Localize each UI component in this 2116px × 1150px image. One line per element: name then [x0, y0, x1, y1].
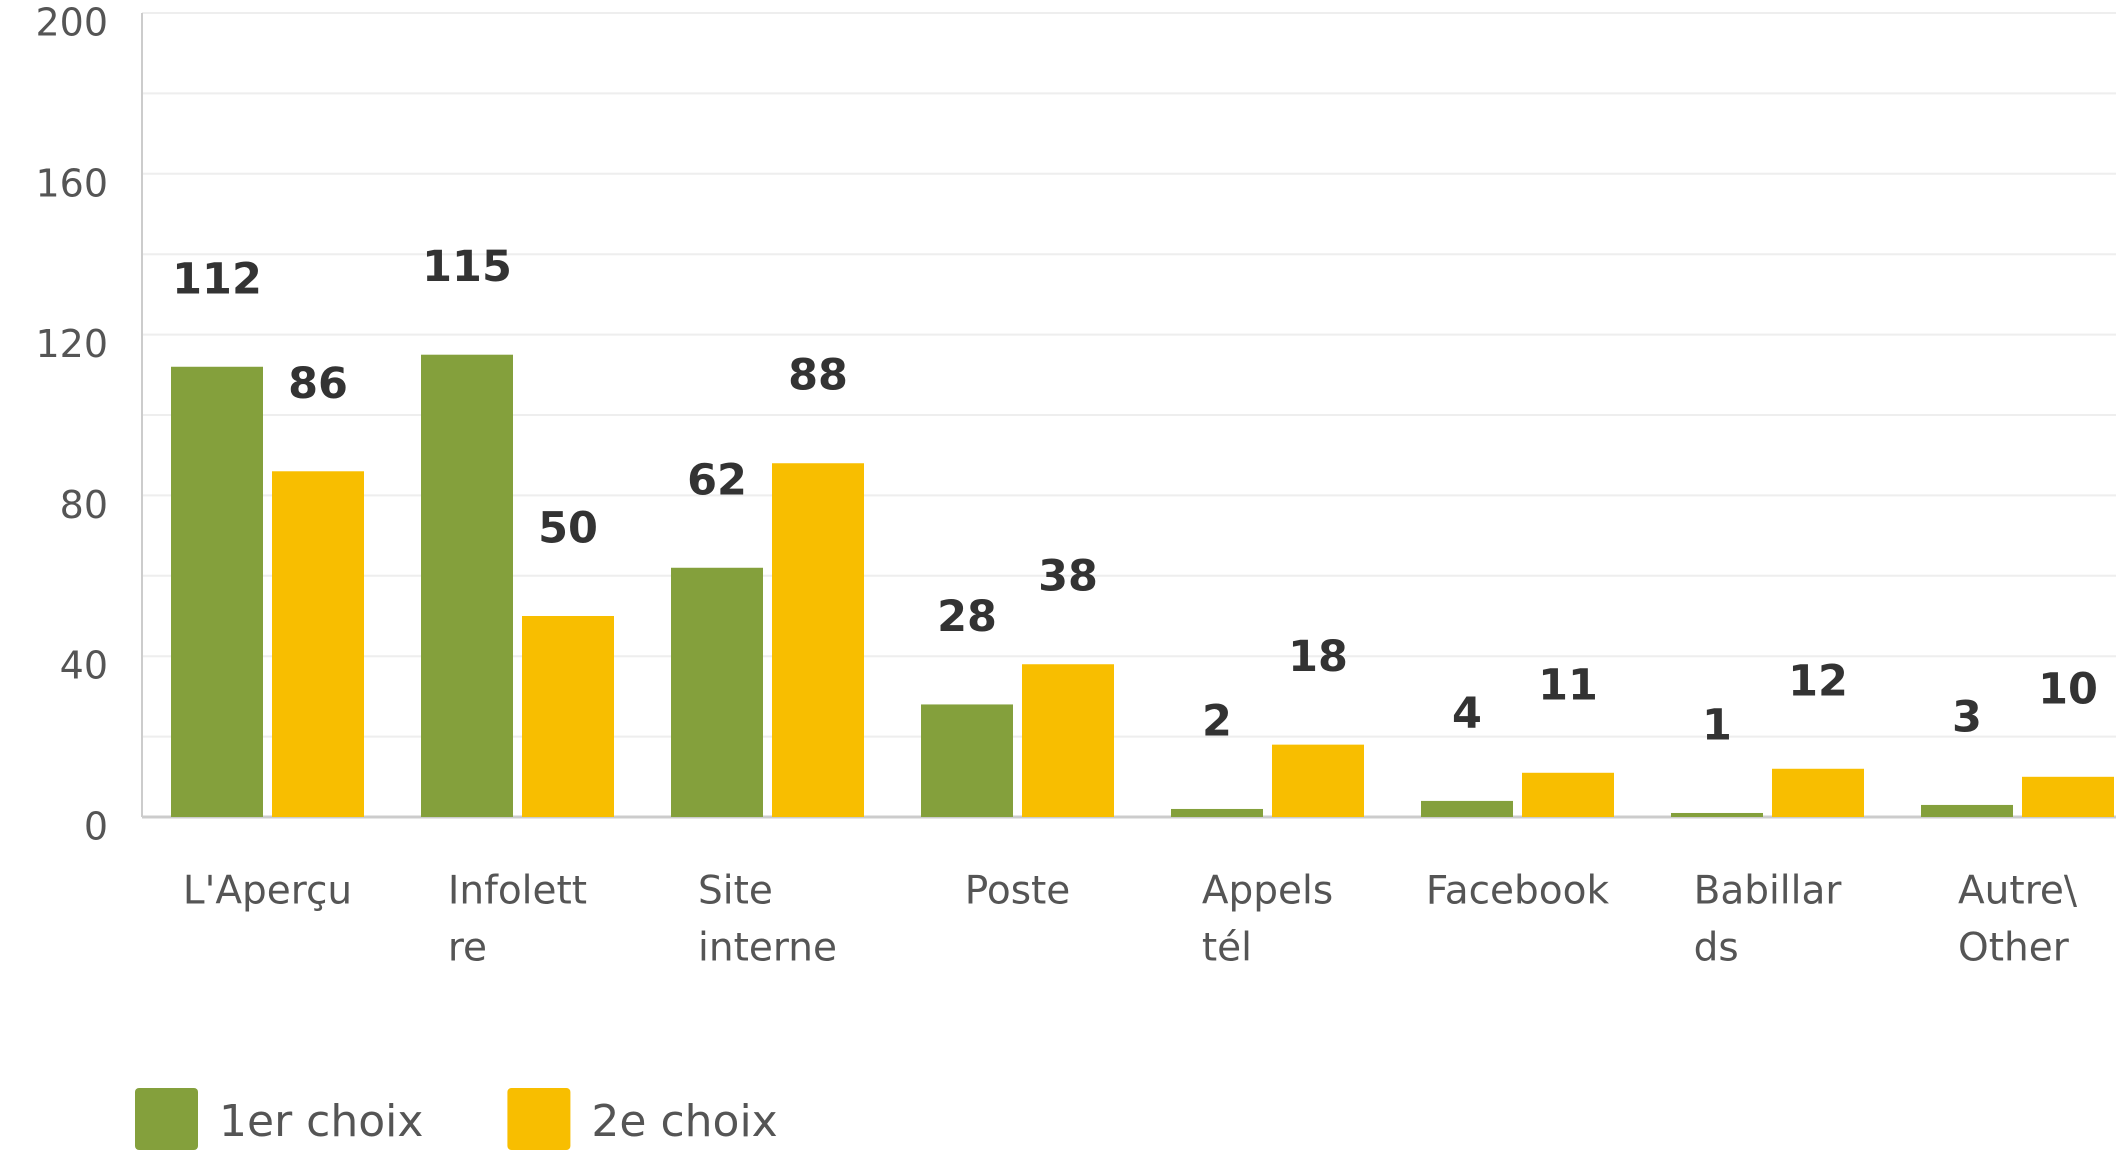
legend-label: 1er choix	[219, 1096, 423, 1147]
bar	[1522, 772, 1614, 817]
bar	[671, 567, 763, 817]
x-tick-label: Autre\	[1958, 869, 2078, 914]
bar	[921, 704, 1013, 817]
x-tick-label: Babillar	[1694, 869, 1843, 914]
value-label: 50	[538, 504, 598, 554]
bar	[171, 366, 263, 817]
value-label: 86	[288, 359, 348, 409]
value-label: 38	[1038, 552, 1098, 602]
y-tick-label: 200	[35, 1, 108, 45]
bar	[1272, 744, 1364, 817]
bar	[772, 463, 864, 817]
x-tick-label: Site	[698, 869, 773, 914]
y-tick-label: 160	[35, 161, 108, 205]
bar	[1171, 808, 1263, 817]
bar	[272, 471, 364, 817]
value-label: 12	[1788, 656, 1848, 706]
value-label: 11	[1538, 660, 1598, 710]
x-tick-label: Poste	[965, 869, 1071, 914]
x-tick-label: re	[448, 926, 487, 971]
bar	[1421, 800, 1513, 817]
value-label: 115	[422, 242, 512, 292]
y-tick-label: 80	[60, 483, 108, 527]
x-tick-label: Appels	[1202, 869, 1333, 914]
x-tick-label: Facebook	[1426, 869, 1610, 914]
legend-swatch	[135, 1088, 198, 1150]
value-label: 88	[788, 351, 848, 401]
x-tick-label: Infolett	[448, 869, 587, 914]
x-tick-label: L'Aperçu	[183, 869, 352, 914]
x-tick-label: ds	[1694, 926, 1739, 971]
bar	[1772, 768, 1864, 817]
legend-swatch	[507, 1088, 571, 1150]
value-label: 62	[687, 455, 747, 505]
value-label: 4	[1452, 688, 1482, 738]
value-label: 28	[937, 592, 997, 642]
x-tick-label: tél	[1202, 926, 1252, 971]
bar	[522, 616, 614, 817]
value-label: 10	[2038, 664, 2098, 714]
bar	[2022, 776, 2114, 817]
y-tick-label: 40	[60, 644, 108, 688]
value-label: 3	[1952, 692, 1982, 742]
value-label: 112	[172, 254, 262, 304]
y-tick-label: 0	[84, 805, 108, 849]
bar	[421, 354, 513, 817]
legend-label: 2e choix	[591, 1096, 777, 1147]
bar	[1671, 812, 1763, 817]
value-label: 2	[1202, 696, 1232, 746]
bar	[1921, 804, 2013, 817]
value-label: 1	[1702, 700, 1732, 750]
x-tick-label: interne	[698, 926, 837, 971]
y-tick-label: 120	[35, 322, 108, 366]
value-label: 18	[1288, 632, 1348, 682]
bar	[1022, 664, 1114, 817]
x-tick-label: Other	[1958, 926, 2070, 971]
